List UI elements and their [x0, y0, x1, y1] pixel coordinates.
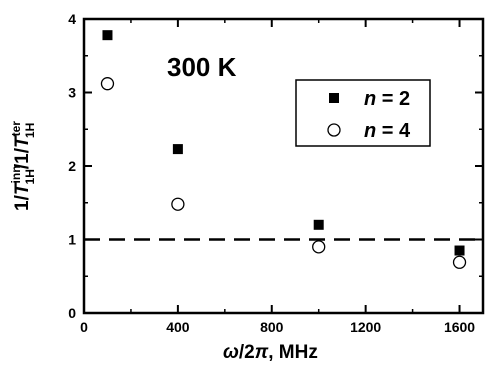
x-tick-label: 0: [80, 319, 88, 335]
data-points: [100, 30, 467, 269]
x-tick-label: 1600: [444, 319, 475, 335]
temperature-annotation: 300 K: [167, 52, 237, 82]
x-tick-label: 400: [166, 319, 190, 335]
y-tick-label: 3: [68, 85, 76, 101]
y-axis-ticks: 0 1 2 3 4: [68, 11, 483, 321]
plot-frame: [82, 17, 485, 315]
legend-box: [295, 79, 431, 147]
data-point-n4: [171, 197, 185, 211]
legend-label-n4: n = 4: [364, 120, 411, 142]
data-point-n2: [313, 219, 324, 230]
y-tick-label: 2: [68, 158, 76, 174]
legend-marker-n4: [327, 123, 341, 137]
y-tick-label: 4: [68, 11, 76, 27]
x-axis-title: ω/2π, MHz: [223, 342, 318, 363]
svg-text:1/Tinn1H/1/Tter1H: 1/Tinn1H/1/Tter1H: [9, 121, 37, 211]
data-point-n2: [454, 245, 465, 256]
data-point-n2: [172, 144, 183, 155]
data-point-n4: [312, 240, 326, 254]
x-tick-label: 1200: [350, 319, 381, 335]
x-axis-ticks: 0 400 800 1200 1600: [80, 19, 475, 335]
y-tick-label: 1: [68, 232, 76, 248]
legend: n = 2 n = 4: [295, 79, 431, 147]
data-point-n4: [452, 255, 467, 269]
legend-marker-n2: [329, 93, 339, 103]
legend-label-n2: n = 2: [364, 88, 410, 110]
y-tick-label: 0: [68, 305, 76, 321]
data-point-n2: [102, 30, 113, 41]
x-tick-label: 800: [260, 319, 284, 335]
data-point-n4: [100, 77, 115, 91]
y-axis-title: 1/Tinn1H/1/Tter1H: [9, 121, 37, 211]
